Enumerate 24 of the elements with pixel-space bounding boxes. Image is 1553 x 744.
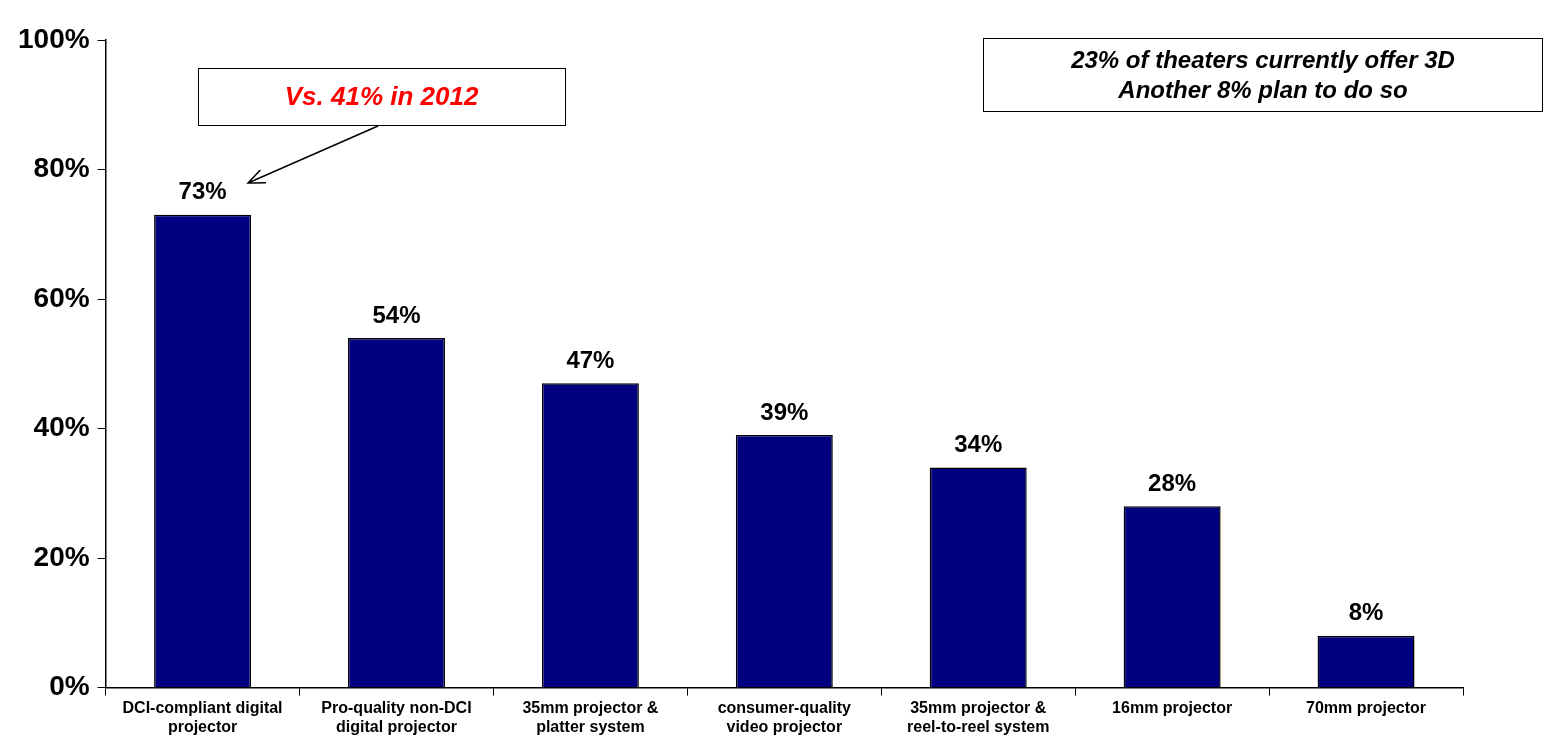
data-label: 39% — [760, 397, 809, 425]
x-tick-label: 16mm projector — [1112, 698, 1233, 716]
x-tick-label: 35mm projector & platter system — [522, 698, 659, 735]
y-tick-label: 40% — [33, 411, 90, 443]
x-tick-label: 35mm projector & reel-to-reel system — [907, 698, 1050, 735]
x-tick-label: Pro-quality non-DCI digital projector — [321, 698, 472, 735]
data-label: 73% — [178, 177, 227, 205]
data-label: 54% — [372, 300, 421, 328]
data-label: 28% — [1148, 468, 1197, 496]
y-tick-label: 100% — [17, 22, 90, 54]
x-tick-label: DCI-compliant digital projector — [122, 698, 283, 735]
data-label: 34% — [954, 430, 1003, 458]
x-tick-label: 70mm projector — [1306, 698, 1427, 716]
annotation: 23% of theaters currently offer 3D — [1070, 45, 1456, 75]
data-label: 8% — [1348, 598, 1384, 626]
data-label: 47% — [566, 345, 615, 373]
x-tick-label: consumer-quality video projector — [717, 698, 852, 735]
y-tick-label: 60% — [33, 281, 90, 313]
y-tick-label: 0% — [49, 670, 90, 702]
y-tick-label: 80% — [33, 152, 90, 184]
annotation: Another 8% plan to do so — [1117, 75, 1409, 105]
text-box: 23% of theaters currently offer 3D Another 8% plan to do so — [983, 38, 1543, 112]
text-box: Vs. 41% in 2012 — [197, 67, 566, 126]
y-tick-label: 20% — [33, 540, 90, 572]
